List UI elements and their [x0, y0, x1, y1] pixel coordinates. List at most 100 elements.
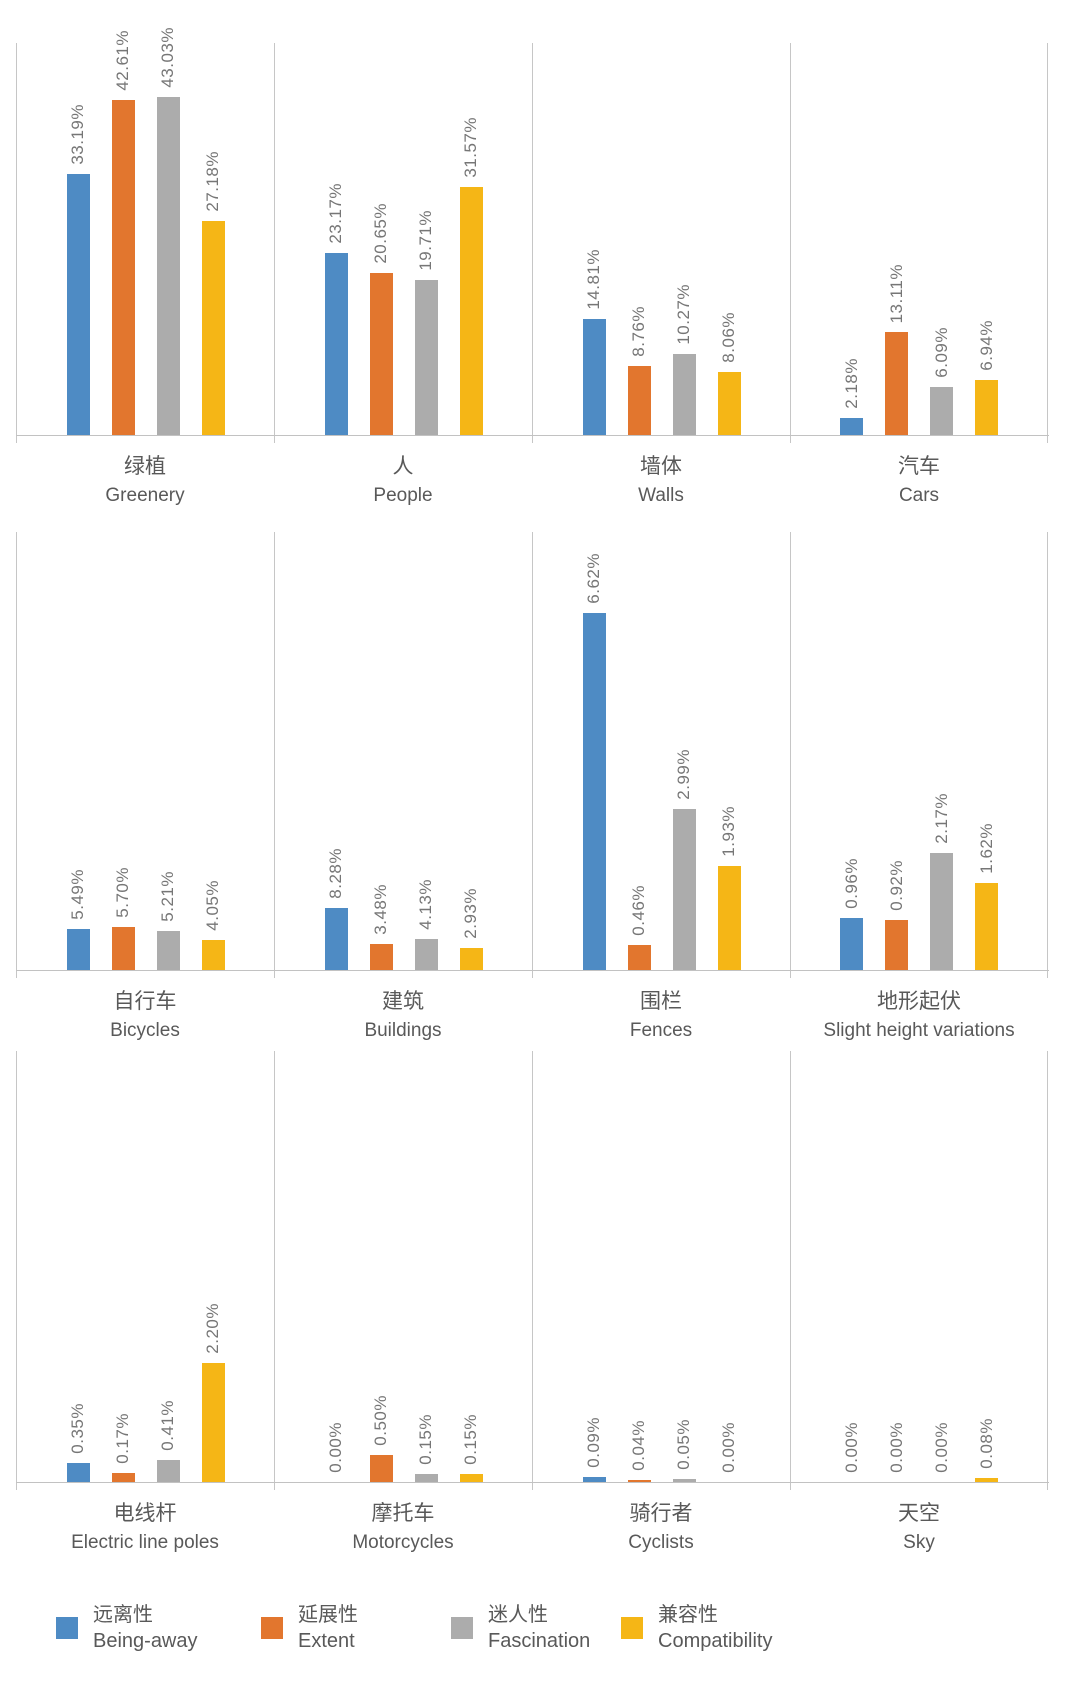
panel-bicycles: 5.49% 5.70% 5.21% 4.05% [16, 532, 274, 978]
legend-swatch-being-away [56, 1617, 78, 1639]
category-label-en: Motorcycles [352, 1532, 454, 1553]
category-label-en: Cars [898, 485, 940, 506]
panel-cars: 2.18% 13.11% 6.09% 6.94% [790, 43, 1048, 443]
category-labels-row-3: 电线杆 Electric line poles 摩托车 Motorcycles 骑行… [16, 1483, 1049, 1553]
bar-greenery-extent: 42.61% [111, 30, 135, 435]
bar-value-label: 0.05% [674, 1419, 693, 1470]
bar-value-label: 2.99% [674, 749, 693, 800]
bar-value-label: 13.11% [886, 263, 906, 323]
bar-value-label: 4.13% [416, 879, 435, 930]
bar-group-fences: 6.62% 0.46% 2.99% 1.93% [582, 553, 741, 970]
category-label-en: Electric line poles [71, 1532, 219, 1553]
bar-greenery-fascination: 43.03% [156, 27, 180, 435]
category-label-zh: 墙体 [640, 455, 682, 478]
category-label-zh: 自行车 [113, 990, 177, 1013]
bar-value-label: 2.20% [203, 1303, 222, 1354]
bar-people-being-away: 23.17% [324, 183, 348, 435]
bar-fences-compatibility: 1.93% [717, 806, 741, 970]
category-label-en: Walls [638, 485, 684, 506]
bar-value-label: 0.00% [886, 1422, 906, 1473]
legend-label-zh: 远离性 [93, 1604, 153, 1626]
bar-people-fascination: 19.71% [414, 210, 438, 435]
category-label-zh: 电线杆 [113, 1502, 177, 1525]
legend-label-zh: 延展性 [298, 1604, 358, 1626]
bar-buildings-compatibility: 2.93% [459, 888, 483, 970]
category-sky: 天空 Sky [790, 1483, 1048, 1553]
category-walls: 墙体 Walls [532, 436, 790, 532]
bar-sky-compatibility: 0.08% [975, 1418, 998, 1482]
bar-value-label: 10.27% [674, 284, 693, 345]
category-label-en: Greenery [105, 485, 185, 506]
bar-poles-being-away: 0.35% [66, 1403, 90, 1482]
legend-swatch-fascination [451, 1617, 473, 1639]
bar-value-label: 19.71% [416, 210, 435, 271]
bar-bicycles-compatibility: 4.05% [201, 880, 225, 970]
bar-greenery-being-away: 33.19% [66, 104, 90, 435]
legend-label-en: Compatibility [658, 1630, 773, 1652]
category-label-en: Slight height variations [823, 1020, 1015, 1041]
bar-motorcycles-extent: 0.50% [369, 1395, 393, 1482]
bar-group-sky: 0.00% 0.00% 0.00% 0.08% [840, 1418, 998, 1482]
category-labels-row-2: 自行车 Bicycles 建筑 Buildings 围栏 Fences 地形起伏 Sli… [16, 971, 1049, 1051]
category-cyclists: 骑行者 Cyclists [532, 1483, 790, 1553]
panel-slight-height-variations: 0.96% 0.92% 2.17% 1.62% [790, 532, 1048, 978]
category-cars: 汽车 Cars [790, 436, 1048, 532]
bar-group-slight-height-variations: 0.96% 0.92% 2.17% 1.62% [840, 793, 998, 970]
panel-fences: 6.62% 0.46% 2.99% 1.93% [532, 532, 790, 978]
category-label-en: Buildings [364, 1020, 442, 1041]
bar-group-electric-line-poles: 0.35% 0.17% 0.41% 2.20% [66, 1303, 225, 1482]
legend-item-being-away: 远离性 Being-away [56, 1602, 261, 1654]
bar-value-label: 33.19% [68, 104, 87, 165]
bar-poles-extent: 0.17% [111, 1413, 135, 1482]
bar-value-label: 0.15% [461, 1414, 480, 1465]
bar-walls-being-away: 14.81% [582, 249, 606, 435]
category-label-en: Cyclists [628, 1532, 694, 1553]
category-buildings: 建筑 Buildings [274, 971, 532, 1051]
bar-value-label: 0.09% [584, 1417, 603, 1468]
panel-motorcycles: 0.00% 0.50% 0.15% 0.15% [274, 1051, 532, 1490]
bar-value-label: 3.48% [371, 884, 390, 935]
category-label-zh: 摩托车 [371, 1502, 435, 1525]
bar-buildings-being-away: 8.28% [324, 848, 348, 970]
category-people: 人 People [274, 436, 532, 532]
bar-value-label: 42.61% [113, 30, 132, 91]
bar-value-label: 2.17% [931, 793, 951, 844]
chart-row-3: 0.35% 0.17% 0.41% 2.20% 0.00% 0.50% 0.15… [16, 1051, 1049, 1490]
bar-buildings-extent: 3.48% [369, 884, 393, 970]
bar-value-label: 5.49% [68, 869, 87, 920]
bar-value-label: 0.00% [841, 1422, 861, 1473]
category-label-zh: 绿植 [124, 455, 166, 478]
bar-value-label: 2.93% [461, 888, 480, 939]
panel-buildings: 8.28% 3.48% 4.13% 2.93% [274, 532, 532, 978]
bar-group-buildings: 8.28% 3.48% 4.13% 2.93% [324, 848, 483, 970]
legend-label-en: Fascination [488, 1630, 591, 1652]
category-greenery: 绿植 Greenery [16, 436, 274, 532]
bar-cyclists-being-away: 0.09% [582, 1417, 606, 1482]
panel-cyclists: 0.09% 0.04% 0.05% 0.00% [532, 1051, 790, 1490]
bar-shv-being-away: 0.96% [840, 858, 863, 970]
bar-value-label: 27.18% [203, 151, 222, 212]
bar-people-compatibility: 31.57% [459, 117, 483, 435]
bar-value-label: 0.00% [931, 1422, 951, 1473]
bar-group-greenery: 33.19% 42.61% 43.03% 27.18% [66, 27, 225, 435]
panel-electric-line-poles: 0.35% 0.17% 0.41% 2.20% [16, 1051, 274, 1490]
category-fences: 围栏 Fences [532, 971, 790, 1051]
bar-group-bicycles: 5.49% 5.70% 5.21% 4.05% [66, 867, 225, 970]
bar-value-label: 8.06% [719, 312, 738, 363]
bar-value-label: 0.15% [416, 1414, 435, 1465]
bar-value-label: 0.04% [629, 1420, 648, 1471]
legend-swatch-extent [261, 1617, 283, 1639]
category-bicycles: 自行车 Bicycles [16, 971, 274, 1051]
bar-walls-fascination: 10.27% [672, 284, 696, 435]
bar-shv-fascination: 2.17% [930, 793, 953, 970]
bar-bicycles-extent: 5.70% [111, 867, 135, 970]
bar-value-label: 0.96% [841, 858, 861, 909]
bar-cars-extent: 13.11% [885, 264, 908, 435]
bar-value-label: 0.08% [976, 1418, 996, 1469]
legend-item-extent: 延展性 Extent [261, 1602, 451, 1654]
bar-cars-being-away: 2.18% [840, 358, 863, 435]
bar-value-label: 23.17% [326, 183, 345, 244]
category-label-zh: 地形起伏 [877, 990, 961, 1013]
bar-fences-being-away: 6.62% [582, 553, 606, 970]
